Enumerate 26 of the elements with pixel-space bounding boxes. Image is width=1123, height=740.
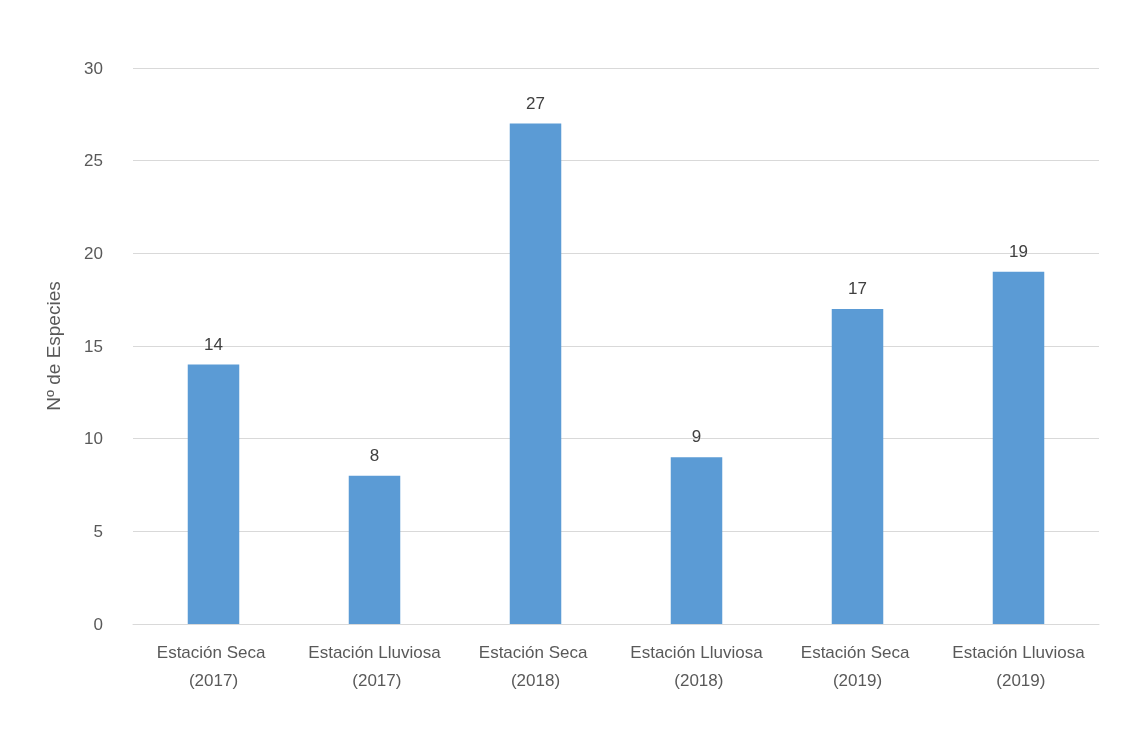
x-tick-label: Estación Seca (2018) xyxy=(478,642,593,690)
data-label: 19 xyxy=(1009,241,1028,261)
x-tick-label: Estación Lluviosa (2018) xyxy=(630,642,764,690)
bar xyxy=(992,271,1045,624)
data-label: 8 xyxy=(369,445,380,465)
y-tick-label: 25 xyxy=(84,151,103,171)
data-label: 27 xyxy=(526,93,545,113)
y-tick-label: 5 xyxy=(93,521,103,541)
x-tick-label: Estación Lluviosa (2017) xyxy=(308,642,442,690)
bar xyxy=(187,364,240,624)
bar xyxy=(509,123,562,624)
y-tick-label: 20 xyxy=(84,243,103,263)
x-tick-label: Estación Seca (2019) xyxy=(800,642,915,690)
bar xyxy=(670,457,723,624)
y-axis-title: Nº de Especies xyxy=(43,281,64,411)
data-label: 9 xyxy=(691,427,702,447)
y-tick-label: 10 xyxy=(84,429,103,449)
y-tick-label: 0 xyxy=(93,614,103,634)
y-tick-label: 15 xyxy=(84,336,103,356)
y-tick-label: 30 xyxy=(84,58,103,78)
x-tick-label: Estación Seca (2017) xyxy=(156,642,271,690)
data-label: 17 xyxy=(848,278,867,298)
data-label: 14 xyxy=(204,334,223,354)
x-tick-label: Estación Lluviosa (2019) xyxy=(952,642,1086,690)
bar xyxy=(348,475,401,624)
bar xyxy=(831,308,884,624)
